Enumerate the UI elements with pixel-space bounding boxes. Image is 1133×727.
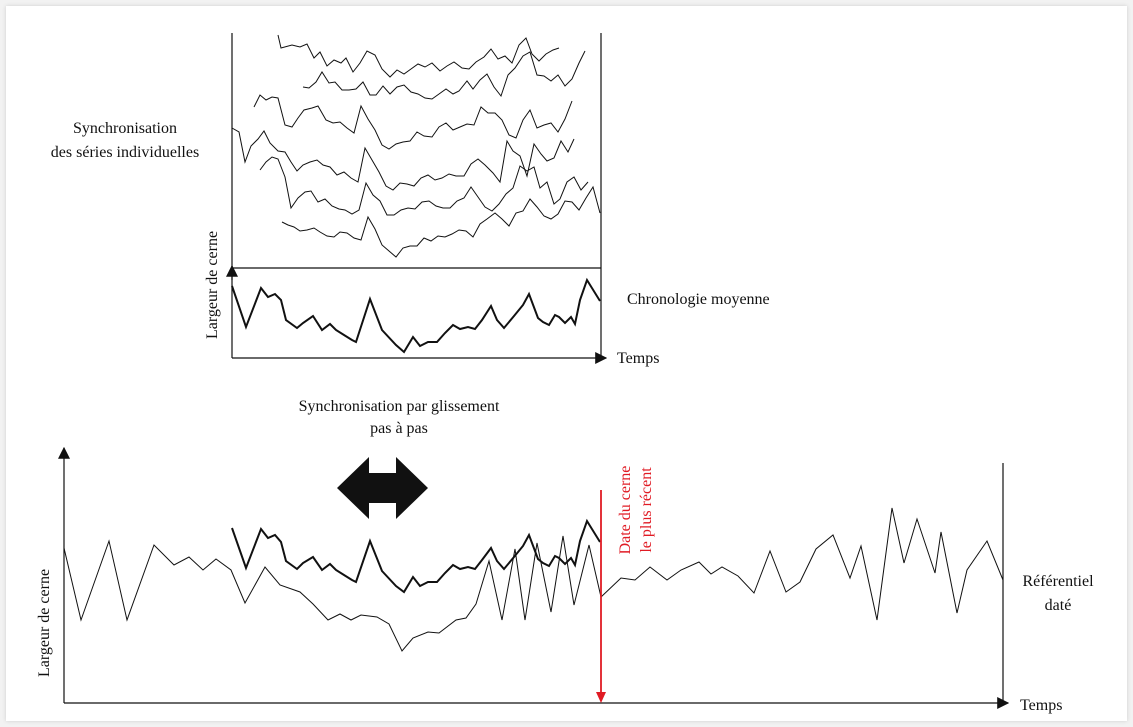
individual-series-1 (277, 34, 560, 78)
individual-series-6 (281, 185, 601, 258)
bottom-ring-width-label: Largeur de cerne (36, 569, 53, 677)
sync-individual-label-2: des séries individuelles (51, 144, 199, 161)
reference-label-1: Référentiel (1022, 573, 1094, 590)
latest-ring-label-1: Date du cerne (617, 466, 634, 555)
top-ring-width-label: Largeur de cerne (204, 231, 221, 339)
individual-series-3 (253, 94, 573, 150)
mean-chronology-label: Chronologie moyenne (627, 291, 770, 308)
individual-series-2 (302, 50, 586, 100)
top-time-label: Temps (617, 350, 659, 367)
mean-chronology-line (231, 277, 601, 354)
sync-individual-label-1: Synchronisation (73, 120, 177, 137)
bottom-time-label: Temps (1020, 697, 1062, 714)
double-arrow-icon (337, 457, 428, 519)
latest-ring-label-2: le plus récent (638, 467, 655, 553)
reference-label-2: daté (1045, 597, 1072, 614)
latest-ring-arrowhead (596, 692, 606, 703)
individual-series-group (231, 34, 601, 258)
individual-series-5 (259, 156, 589, 216)
reference-series-line (63, 507, 1004, 652)
individual-series-4 (231, 127, 575, 191)
sliding-sync-label-2: pas à pas (370, 420, 428, 437)
sliding-chronology-line (231, 518, 601, 594)
figure-card (6, 6, 1127, 721)
sliding-sync-label-1: Synchronisation par glissement (299, 398, 500, 415)
